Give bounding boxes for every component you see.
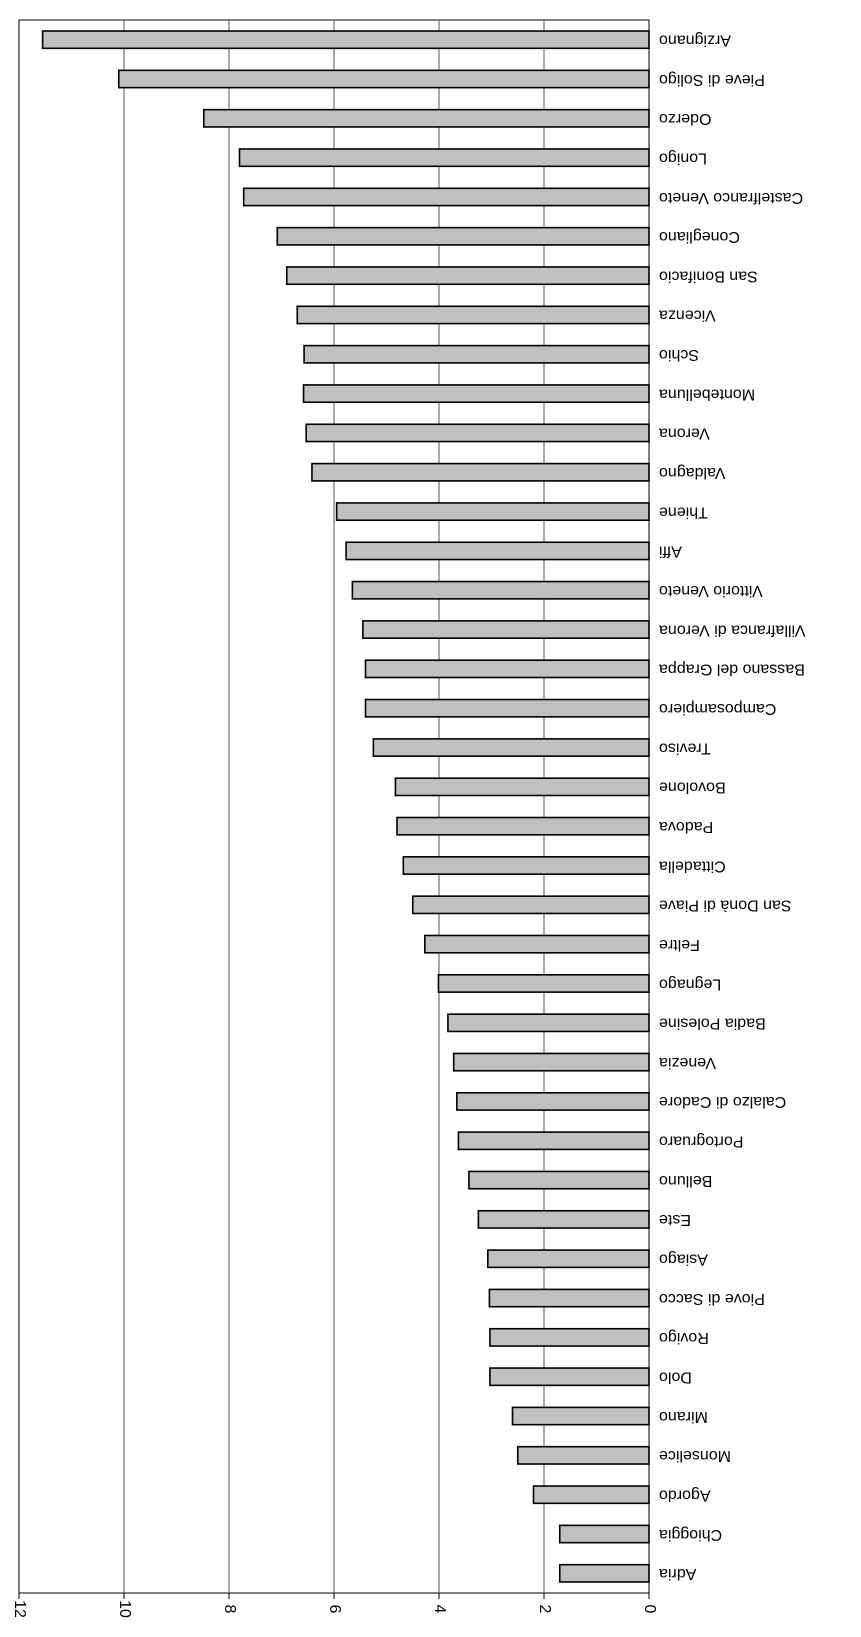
bar [411, 895, 650, 915]
bar [516, 1445, 650, 1465]
category-label: Feltre [659, 936, 700, 953]
category-label: Agordo [659, 1486, 711, 1503]
category-label: Vicenza [659, 307, 716, 324]
bar [489, 1367, 650, 1387]
category-label: Venezia [659, 1054, 716, 1071]
bar [468, 1170, 650, 1190]
category-label: Arzignano [659, 31, 731, 48]
category-label: San Bonifacio [659, 267, 758, 284]
rotated-chart-group: 0 2 4 6 8 10 12 Arzignano Pieve di Soligo Oderzo… [11, 19, 806, 1618]
category-label: Dolo [659, 1368, 692, 1385]
tick-label: 2 [536, 1605, 553, 1614]
category-label: Bovolone [659, 779, 726, 796]
category-label: Montebelluna [659, 385, 755, 402]
category-label: Valdagno [659, 464, 726, 481]
bar [394, 777, 650, 797]
bar [457, 1131, 650, 1151]
bar [202, 108, 650, 128]
bar [303, 344, 650, 364]
bar [558, 1563, 650, 1583]
category-label: Conegliano [659, 228, 740, 245]
bar [362, 620, 650, 639]
bar [364, 698, 650, 718]
tick-label: 10 [116, 1600, 133, 1618]
bar [302, 384, 650, 404]
category-label: Chioggia [659, 1526, 722, 1543]
bar [311, 462, 650, 482]
category-label: Verona [659, 425, 710, 442]
category-label: Adria [659, 1565, 696, 1582]
bars [41, 30, 650, 1583]
bar [558, 1524, 650, 1544]
tick-label: 0 [641, 1605, 658, 1614]
category-label: Camposampiero [659, 700, 776, 717]
category-label: Villafranca di Verona [659, 621, 806, 638]
bar [452, 1052, 650, 1072]
category-label: Cittadella [659, 857, 726, 874]
category-label: Bassano del Grappa [659, 661, 805, 678]
bar [511, 1406, 650, 1426]
bar [447, 1013, 650, 1033]
bar [238, 148, 650, 168]
bar [488, 1288, 650, 1308]
category-label: Schio [659, 346, 699, 363]
category-label: Pieve di Soligo [659, 71, 765, 88]
bar [489, 1327, 650, 1347]
bar [456, 1091, 650, 1111]
category-label: Este [659, 1211, 691, 1228]
bar [396, 816, 650, 836]
category-label: Calalzo di Cadore [659, 1093, 786, 1110]
category-label: Mirano [659, 1408, 708, 1425]
bar [276, 226, 650, 246]
category-label: Badia Polesine [659, 1015, 766, 1032]
category-label: Thiene [659, 503, 708, 520]
bar [487, 1249, 650, 1269]
category-labels: Arzignano Pieve di Soligo Oderzo Lonigo Cast… [659, 31, 806, 1582]
category-label: Treviso [659, 739, 711, 756]
category-label: Monselice [659, 1447, 731, 1464]
tick-label: 6 [326, 1605, 343, 1614]
bar [424, 934, 650, 954]
bar [532, 1485, 650, 1505]
category-label: Portogruaro [659, 1133, 744, 1150]
category-label: Belluno [659, 1172, 712, 1189]
bar [117, 69, 650, 89]
bar [345, 541, 650, 561]
bar [402, 856, 650, 875]
category-label: Piove di Sacco [659, 1290, 765, 1307]
bar [437, 974, 650, 993]
bar [285, 266, 650, 286]
category-label: Oderzo [659, 110, 712, 127]
tick-label: 8 [221, 1605, 238, 1614]
bar [351, 580, 650, 600]
category-label: Legnago [659, 975, 721, 992]
category-label: Affi [659, 543, 682, 560]
category-label: Vittorio Veneto [659, 582, 763, 599]
category-label: Rovigo [659, 1329, 709, 1346]
bar [305, 423, 650, 443]
value-axis: 0 2 4 6 8 10 12 [11, 1593, 658, 1618]
category-label: Padova [659, 818, 713, 835]
tick-label: 4 [431, 1605, 448, 1614]
bar [242, 187, 650, 207]
bar [372, 738, 650, 757]
category-label: Lonigo [659, 149, 707, 166]
bar [335, 502, 650, 522]
bar [41, 30, 650, 50]
category-label: Asiago [659, 1251, 708, 1268]
bar [477, 1209, 650, 1229]
bar [296, 305, 650, 325]
category-label: San Donà di Piave [659, 897, 792, 914]
category-label: Castelfranco Veneto [659, 189, 803, 206]
bar [364, 659, 650, 679]
tick-label: 12 [11, 1600, 28, 1618]
